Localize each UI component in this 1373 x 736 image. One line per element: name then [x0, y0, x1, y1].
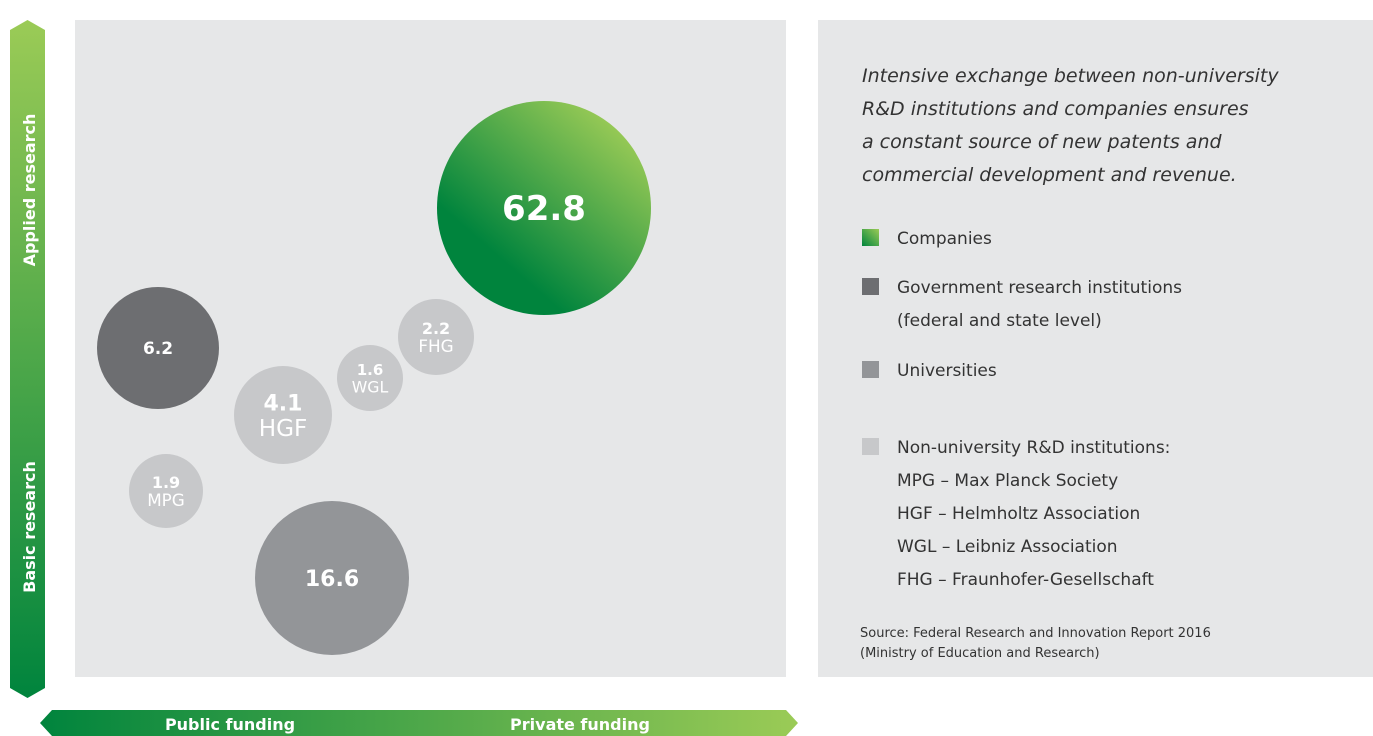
info-panel — [818, 20, 1373, 677]
axis-label: Private funding — [510, 715, 650, 734]
bubble — [437, 101, 651, 315]
legend-text: Government research institutions — [897, 278, 1182, 298]
axis-label: Public funding — [165, 715, 295, 734]
horizontal-arrow — [40, 710, 798, 736]
bubble-label: MPG — [147, 490, 185, 510]
bubble-value: 2.2 — [422, 319, 450, 338]
legend-text: WGL – Leibniz Association — [897, 537, 1118, 557]
bubble — [129, 454, 203, 528]
source-line: (Ministry of Education and Research) — [860, 646, 1100, 661]
bubble-value: 16.6 — [305, 567, 359, 592]
bubble-value: 1.9 — [152, 473, 180, 492]
bubble-value: 62.8 — [502, 189, 586, 229]
bubble-label: FHG — [418, 336, 453, 356]
description-line: commercial development and revenue. — [862, 164, 1237, 186]
bubble-value: 4.1 — [264, 392, 303, 417]
legend-swatch — [862, 361, 879, 378]
legend-text: HGF – Helmholtz Association — [897, 504, 1140, 524]
bubble — [255, 501, 409, 655]
legend-text: Universities — [897, 361, 997, 381]
bubble-value: 1.6 — [357, 361, 384, 379]
legend-swatch — [862, 438, 879, 455]
source-line: Source: Federal Research and Innovation … — [860, 626, 1211, 641]
bubble — [337, 345, 403, 411]
legend-text: (federal and state level) — [897, 311, 1102, 331]
legend-text: FHG – Fraunhofer-Gesellschaft — [897, 570, 1154, 590]
bubble — [97, 287, 219, 409]
description-line: Intensive exchange between non-universit… — [862, 65, 1279, 87]
info: Intensive exchange between non-universit… — [860, 65, 1279, 661]
legend-swatch — [862, 229, 879, 246]
description-line: a constant source of new patents and — [862, 131, 1222, 153]
axis-label: Applied research — [20, 114, 39, 267]
bubble-label: HGF — [259, 416, 308, 442]
axis-label: Basic research — [20, 461, 39, 593]
legend-text: MPG – Max Planck Society — [897, 471, 1118, 491]
bubble — [398, 299, 474, 375]
bubble — [234, 366, 332, 464]
legend-swatch — [862, 278, 879, 295]
bubble-label: WGL — [352, 377, 389, 396]
bubble-value: 6.2 — [143, 339, 173, 359]
legend-text: Non-university R&D institutions: — [897, 438, 1170, 458]
vertical-arrow — [10, 20, 45, 698]
legend-text: Companies — [897, 229, 992, 249]
description-line: R&D institutions and companies ensures — [862, 98, 1249, 120]
